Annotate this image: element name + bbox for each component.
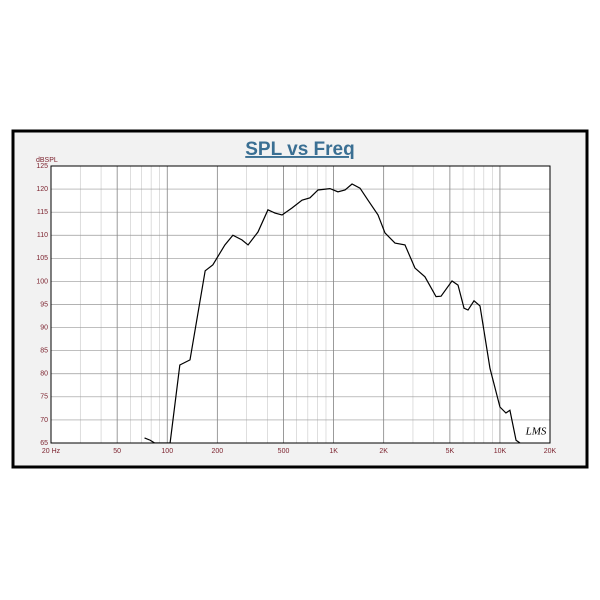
x-tick-label: 10K — [494, 448, 507, 455]
y-tick-label: 75 — [40, 394, 48, 401]
y-tick-label: 110 — [37, 232, 48, 239]
y-tick-label: 65 — [40, 440, 48, 447]
x-tick-label: 1K — [329, 448, 338, 455]
x-tick-label: 200 — [211, 448, 223, 455]
spl-curve — [144, 183, 521, 443]
x-tick-label: 2K — [379, 448, 388, 455]
plot-border — [50, 165, 551, 444]
y-tick-label: 80 — [40, 371, 48, 378]
chart-title: SPL vs Freq — [245, 139, 354, 160]
y-tick-label: 95 — [40, 301, 48, 308]
y-tick-label: 125 — [36, 163, 48, 170]
y-tick-label: 85 — [40, 348, 48, 355]
y-tick-label: 120 — [36, 186, 48, 193]
y-tick-label: 105 — [36, 255, 48, 262]
x-tick-label: 20K — [544, 448, 557, 455]
y-tick-label: 100 — [36, 278, 48, 285]
y-tick-label: 115 — [37, 209, 48, 216]
watermark: LMS — [525, 426, 547, 438]
y-tick-label: 90 — [40, 324, 48, 331]
x-tick-label: 20 Hz — [42, 448, 61, 455]
x-tick-label: 500 — [278, 448, 290, 455]
x-tick-label: 5K — [446, 448, 455, 455]
x-tick-label: 50 — [113, 448, 121, 455]
x-tick-label: 100 — [161, 448, 173, 455]
y-axis-label: dBSPL — [36, 157, 58, 164]
y-tick-label: 70 — [40, 417, 48, 424]
